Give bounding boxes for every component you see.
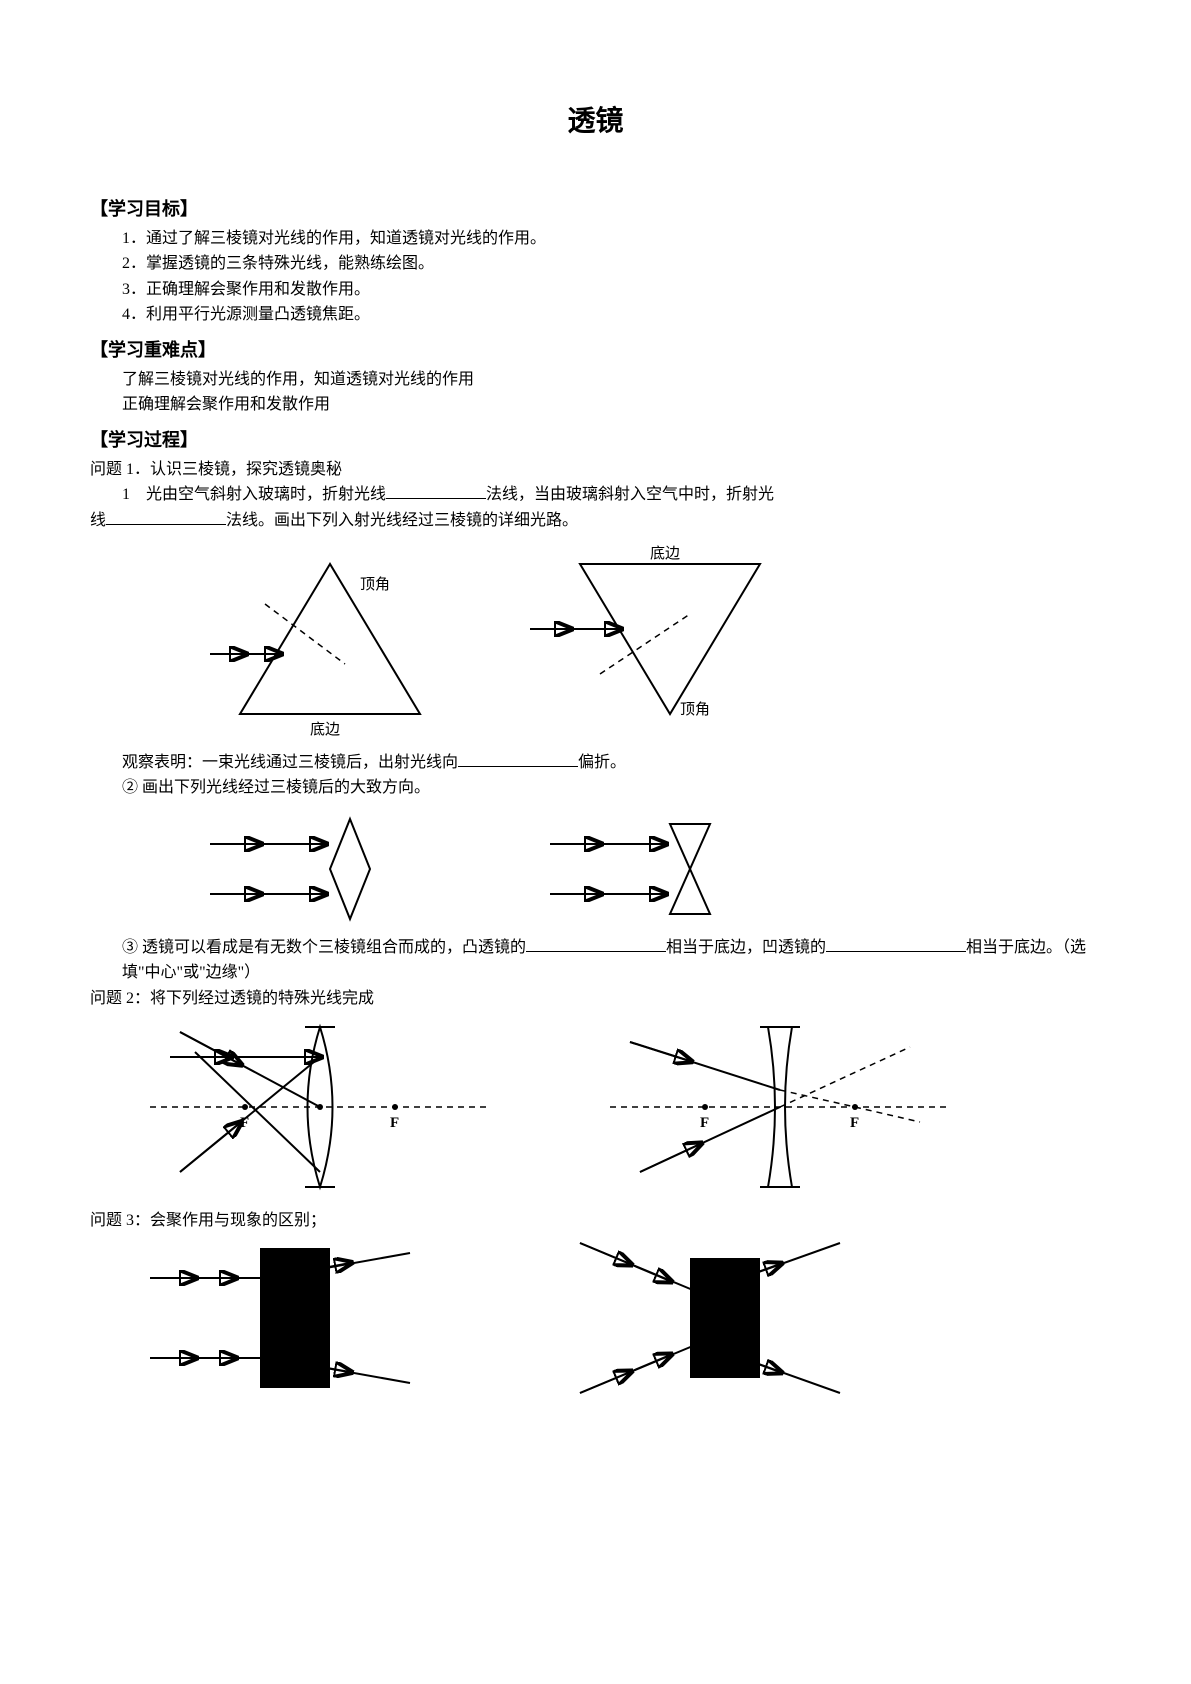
q1-1b: 法线，当由玻璃斜射入空气中时，折射光 [486,486,774,503]
concave-double-prism [550,809,770,929]
goals-heading: 【学习目标】 [90,195,1101,224]
convex-lens-diagram: F F [150,1012,490,1202]
prism-base-label: 底边 [310,721,340,738]
blank-5 [826,935,966,952]
q1-item3: ③ 透镜可以看成是有无数个三棱镜组合而成的，凸透镜的相当于底边，凹透镜的相当于底… [90,935,1101,986]
f-right-convex: F [390,1115,399,1131]
blank-3 [458,750,578,767]
blank-2 [106,508,226,525]
q1-line2a: 线 [90,512,106,529]
blank-1 [386,482,486,499]
diff-1: 了解三棱镜对光线的作用，知道透镜对光线的作用 [90,367,1101,393]
blank-4 [526,935,666,952]
q1-item1: 1 光由空气斜射入玻璃时，折射光线 法线，当由玻璃斜射入空气中时，折射光 [90,482,1101,508]
converging-box-diagram [150,1233,450,1403]
prism-base-label-2: 底边 [650,545,680,562]
prism-top-label-2: 顶角 [680,701,710,718]
process-heading: 【学习过程】 [90,426,1101,455]
convex-double-prism [210,809,430,929]
page-title: 透镜 [90,100,1101,145]
double-prism-figures [210,809,1101,929]
prism-up-diagram: 顶角 底边 [210,544,450,744]
difficulty-heading: 【学习重难点】 [90,336,1101,365]
goal-1: 1．通过了解三棱镜对光线的作用，知道透镜对光线的作用。 [90,226,1101,252]
obs-b: 偏折。 [578,754,626,771]
effect-boxes [150,1233,1101,1403]
observation-line: 观察表明：一束光线通过三棱镜后，出射光线向 偏折。 [90,750,1101,776]
goal-2: 2．掌握透镜的三条特殊光线，能熟练绘图。 [90,251,1101,277]
diverging-box-diagram [570,1233,870,1403]
concave-lens-diagram: F F [610,1012,950,1202]
goal-3: 3．正确理解会聚作用和发散作用。 [90,277,1101,303]
f-left-concave: F [700,1115,709,1131]
q1-line2b: 法线。画出下列入射光线经过三棱镜的详细光路。 [226,512,578,529]
prism-top-label: 顶角 [360,576,390,593]
obs-a: 观察表明：一束光线通过三棱镜后，出射光线向 [122,754,458,771]
q1-3a: ③ 透镜可以看成是有无数个三棱镜组合而成的，凸透镜的 [122,939,526,956]
f-right-concave: F [850,1115,859,1131]
q1-heading: 问题 1．认识三棱镜，探究透镜奥秘 [90,457,1101,483]
lens-figures: F F F F [150,1012,1101,1202]
q1-1a: 1 光由空气斜射入玻璃时，折射光线 [122,486,386,503]
q3-heading: 问题 3：会聚作用与现象的区别； [90,1208,1101,1234]
q1-line2: 线 法线。画出下列入射光线经过三棱镜的详细光路。 [90,508,1101,534]
diff-2: 正确理解会聚作用和发散作用 [90,392,1101,418]
goal-4: 4．利用平行光源测量凸透镜焦距。 [90,302,1101,328]
prism-figures: 顶角 底边 底边 顶角 [210,544,1101,744]
q1-item2: ② 画出下列光线经过三棱镜后的大致方向。 [90,775,1101,801]
q1-3b: 相当于底边，凹透镜的 [666,939,826,956]
q2-heading: 问题 2：将下列经过透镜的特殊光线完成 [90,986,1101,1012]
prism-down-diagram: 底边 顶角 [530,544,790,744]
